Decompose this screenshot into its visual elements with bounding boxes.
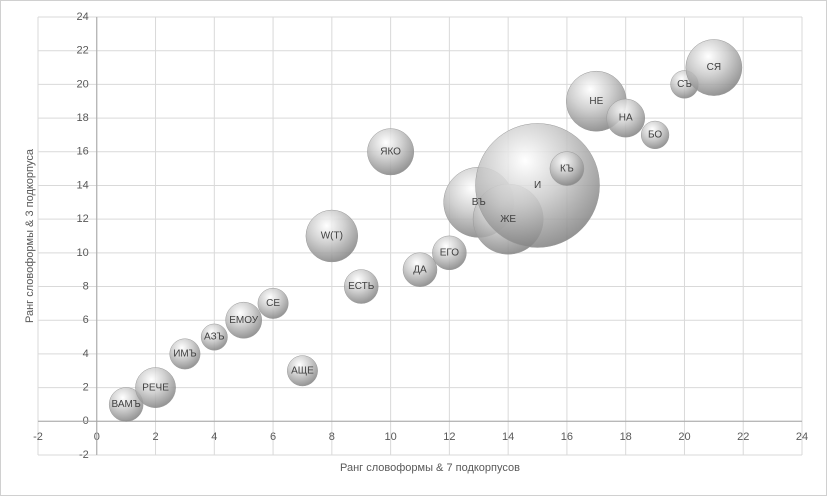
y-tick-label: 2 xyxy=(83,382,89,394)
x-tick-label: 16 xyxy=(561,431,573,443)
bubble xyxy=(344,269,379,304)
bubble-label: СЯ xyxy=(707,62,721,73)
y-tick-label: 22 xyxy=(77,45,89,57)
bubble-label: СЪ xyxy=(677,79,692,90)
x-tick-label: 18 xyxy=(620,431,632,443)
x-tick-label: 14 xyxy=(502,431,514,443)
y-tick-label: 10 xyxy=(77,247,89,259)
bubble-label: НЕ xyxy=(589,96,603,107)
bubble xyxy=(135,367,176,408)
x-tick-label: 6 xyxy=(270,431,276,443)
bubble xyxy=(200,323,228,351)
bubble-label: ИМЪ xyxy=(173,349,197,360)
bubble-label: СЕ xyxy=(266,298,280,309)
x-tick-label: 2 xyxy=(152,431,158,443)
y-axis-title: Ранг словоформы & 3 подкорпуса xyxy=(24,148,36,323)
bubble-label: И xyxy=(534,180,541,191)
y-tick-label: 14 xyxy=(77,179,89,191)
x-tick-label: 24 xyxy=(796,431,808,443)
bubble xyxy=(402,252,438,287)
bubble-label: ЕМОУ xyxy=(229,315,259,326)
bubble xyxy=(640,120,670,150)
y-tick-label: 8 xyxy=(83,280,89,292)
y-tick-label: 6 xyxy=(83,314,89,326)
y-tick-label: -2 xyxy=(79,449,89,461)
y-tick-label: 16 xyxy=(77,146,89,158)
x-tick-label: 4 xyxy=(211,431,217,443)
bubble-label: ВЪ xyxy=(472,197,486,208)
x-tick-label: 10 xyxy=(384,431,396,443)
x-tick-label: 20 xyxy=(678,431,690,443)
y-tick-label: 24 xyxy=(77,11,89,23)
bubble-label: ВАМЪ xyxy=(112,399,141,410)
bubble-label: ДА xyxy=(413,264,427,275)
x-tick-label: 8 xyxy=(329,431,335,443)
bubble xyxy=(606,98,646,138)
bubble xyxy=(287,355,318,387)
bubble-label: АЗЪ xyxy=(204,332,225,343)
bubble-label: ЕСТЬ xyxy=(348,281,375,292)
bubble xyxy=(305,209,359,263)
y-tick-label: 18 xyxy=(77,112,89,124)
bubble xyxy=(549,151,585,186)
bubble-label: ЖЕ xyxy=(500,214,516,225)
y-tick-label: 12 xyxy=(77,213,89,225)
bubble xyxy=(367,128,415,176)
x-axis-title: Ранг словоформы & 7 подкорпусов xyxy=(340,462,520,474)
bubble-label: W(Т) xyxy=(321,231,343,242)
bubble xyxy=(257,287,289,319)
bubble xyxy=(685,39,743,96)
bubble xyxy=(225,301,263,339)
y-tick-label: 20 xyxy=(77,78,89,90)
bubble-label: РЕЧЕ xyxy=(142,382,169,393)
x-tick-label: 12 xyxy=(443,431,455,443)
bubble xyxy=(432,235,467,271)
bubble xyxy=(169,338,201,370)
x-tick-label: 22 xyxy=(737,431,749,443)
bubble xyxy=(108,387,144,422)
bubble-label: АЩЕ xyxy=(291,365,314,376)
bubble-label: НА xyxy=(619,113,633,124)
bubble-label: БО xyxy=(648,130,662,141)
bubble-label: ЯКО xyxy=(380,146,401,157)
bubble-label: ЕГО xyxy=(440,247,460,258)
bubble-label: КЪ xyxy=(560,163,574,174)
x-tick-label: -2 xyxy=(33,431,43,443)
y-tick-label: 4 xyxy=(83,348,89,360)
